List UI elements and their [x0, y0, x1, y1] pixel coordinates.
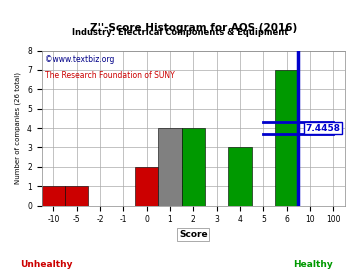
Bar	[135, 167, 158, 205]
Bar	[65, 186, 88, 205]
Text: ©www.textbiz.org: ©www.textbiz.org	[45, 55, 114, 64]
Text: Healthy: Healthy	[293, 260, 333, 269]
Y-axis label: Number of companies (26 total): Number of companies (26 total)	[15, 72, 22, 184]
Text: Unhealthy: Unhealthy	[21, 260, 73, 269]
Bar	[275, 70, 298, 205]
Text: The Research Foundation of SUNY: The Research Foundation of SUNY	[45, 71, 175, 80]
Bar	[228, 147, 252, 205]
Bar	[158, 128, 182, 205]
Text: 7.4458: 7.4458	[305, 124, 340, 133]
Bar	[42, 186, 65, 205]
Bar	[182, 128, 205, 205]
Title: Z''-Score Histogram for AOS (2016): Z''-Score Histogram for AOS (2016)	[90, 23, 297, 33]
Text: Industry: Electrical Components & Equipment: Industry: Electrical Components & Equipm…	[72, 28, 288, 37]
X-axis label: Score: Score	[179, 230, 208, 239]
